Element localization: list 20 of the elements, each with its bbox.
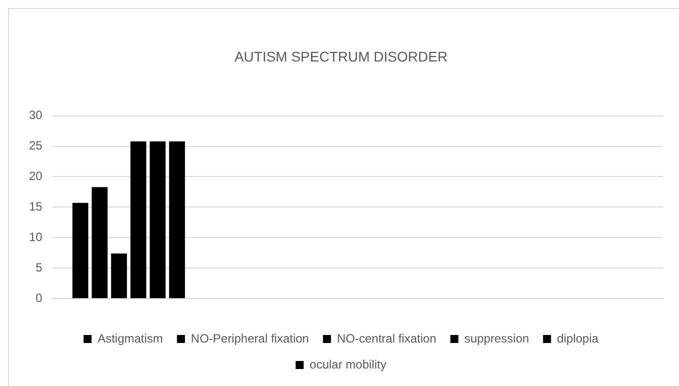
legend-label: NO-central fixation	[336, 331, 436, 346]
y-tick-label: 30	[28, 108, 43, 122]
y-tick-label: 10	[28, 230, 43, 244]
chart-title: AUTISM SPECTRUM DISORDER	[234, 48, 448, 64]
bar	[169, 141, 185, 298]
y-tick-label: 20	[28, 169, 43, 184]
y-tick-label: 15	[28, 200, 43, 214]
legend-label: NO-Peripheral fixation	[190, 331, 309, 346]
legend-label: Astigmatism	[98, 331, 163, 346]
y-tick-label: 25	[28, 138, 43, 153]
y-tick-label: 0	[36, 290, 43, 305]
bar	[130, 141, 146, 298]
bar	[150, 141, 166, 298]
bar	[111, 254, 127, 298]
legend-label: ocular mobility	[310, 357, 386, 372]
legend-label: diplopia	[557, 331, 599, 346]
legend-label: suppression	[464, 331, 530, 346]
bar	[92, 187, 108, 298]
y-tick-label: 5	[36, 260, 43, 274]
bar	[72, 202, 88, 298]
